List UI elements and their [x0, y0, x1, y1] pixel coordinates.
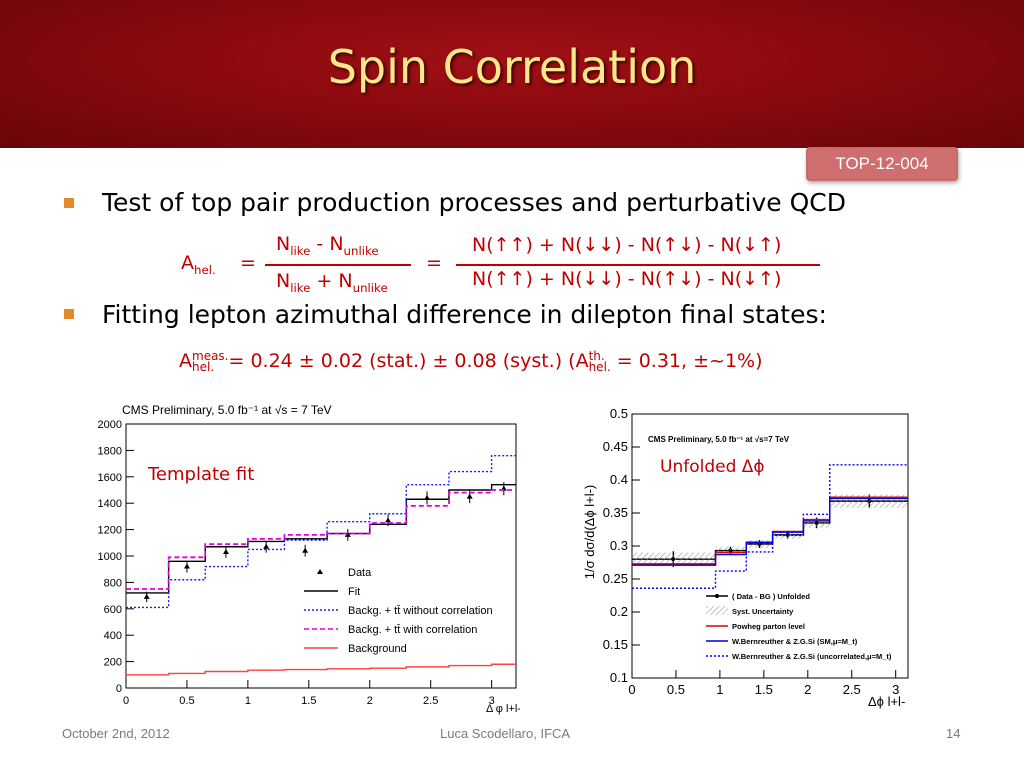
x-tick-label: 2.5	[843, 682, 861, 697]
formula-numerator-2: N(↑↑) + N(↓↓) - N(↑↓) - N(↓↑)	[472, 234, 782, 256]
legend-label: Backg. + tt̄ without correlation	[348, 605, 493, 617]
y-tick-label: 400	[104, 630, 122, 642]
y-tick-label: 0.35	[603, 505, 628, 520]
data-point	[385, 517, 392, 523]
bullet-2-text: Fitting lepton azimuthal difference in d…	[102, 300, 827, 329]
y-tick-label: 800	[104, 577, 122, 589]
y-tick-label: 1400	[98, 498, 122, 510]
legend-label: W.Bernreuther & Z.G.Si (SM,μ=M_t)	[732, 637, 858, 646]
x-tick-label: 1	[716, 682, 723, 697]
y-tick-label: 0.45	[603, 439, 628, 454]
x-tick-label: 3	[489, 695, 495, 707]
legend-marker	[715, 594, 719, 598]
chart-header: CMS Preliminary, 5.0 fb⁻¹ at √s = 7 TeV	[122, 403, 332, 417]
syst-uncertainty-band	[715, 546, 747, 555]
footer-page-number: 14	[946, 726, 961, 741]
y-tick-label: 1000	[98, 551, 122, 563]
y-tick-label: 0.2	[610, 604, 628, 619]
data-point	[344, 531, 351, 537]
bullet-marker	[64, 198, 74, 208]
formula-equals-2: =	[426, 252, 442, 274]
formula-denominator-1: Nlike + Nunlike	[276, 270, 388, 295]
x-tick-label: 1.5	[755, 682, 773, 697]
x-tick-label: 3	[892, 682, 899, 697]
formula-asymmetry: Ahel.	[181, 252, 216, 277]
y-tick-label: 1600	[98, 472, 122, 484]
x-tick-label: 2	[367, 695, 373, 707]
data-point	[466, 493, 473, 499]
legend-label: W.Bernreuther & Z.G.Si (uncorrelated,μ=M…	[732, 652, 892, 661]
x-tick-label: 0	[628, 682, 635, 697]
syst-uncertainty-band	[746, 540, 773, 548]
fraction-bar-1	[265, 264, 411, 266]
data-point	[263, 543, 270, 549]
y-tick-label: 0.25	[603, 571, 628, 586]
plot-frame	[125, 423, 517, 689]
series-2-line	[126, 454, 516, 609]
x-axis-label: Δ φ l+l-	[486, 703, 520, 715]
data-point	[183, 563, 190, 569]
chart-header: CMS Preliminary, 5.0 fb⁻¹ at √s=7 TeV	[648, 435, 790, 444]
legend-label: Fit	[348, 586, 360, 598]
title-banner	[0, 0, 1024, 148]
legend-label: Syst. Uncertainty	[732, 607, 794, 616]
y-tick-label: 0	[116, 683, 122, 695]
formula-numerator-1: Nlike - Nunlike	[276, 233, 379, 258]
y-tick-label: 2000	[98, 419, 122, 431]
legend-marker	[706, 606, 728, 615]
series-4-line	[126, 663, 516, 676]
x-tick-label: 0.5	[179, 695, 194, 707]
x-tick-label: 0.5	[667, 682, 685, 697]
y-tick-label: 1200	[98, 525, 122, 537]
data-point	[143, 593, 150, 599]
y-tick-label: 600	[104, 604, 122, 616]
series-4-line	[632, 464, 908, 589]
footer-author: Luca Scodellaro, IFCA	[440, 726, 571, 741]
y-tick-label: 0.3	[610, 538, 628, 553]
y-tick-label: 0.15	[603, 637, 628, 652]
formula-equals-1: =	[240, 252, 256, 274]
chart-annotation: Template fit	[147, 464, 254, 485]
bullet-marker	[64, 309, 74, 319]
series-3-line	[126, 489, 516, 590]
y-tick-label: 0.4	[610, 472, 628, 487]
legend-label: Background	[348, 643, 407, 655]
chart-annotation: Unfolded Δϕ	[660, 457, 765, 477]
y-tick-label: 200	[104, 657, 122, 669]
unfolded-chart: 0 0.5 1 1.5 2 2.5 3 0.1 0.15 0.2 0.25 0.3 0.35 0.4 0.4…	[582, 406, 909, 709]
y-tick-label: 0.5	[610, 406, 628, 421]
legend-label: Powheg parton level	[732, 622, 805, 631]
y-tick-label: 1800	[98, 445, 122, 457]
template-fit-chart: 0 0.5 1 1.5 2 2.5 3 0 200 400 600 800 1000 1200 1400 16…	[98, 403, 520, 715]
analysis-tag: TOP-12-004	[806, 147, 958, 181]
y-tick-label: 0.1	[610, 670, 628, 685]
syst-uncertainty-band	[632, 552, 716, 566]
x-tick-label: 1	[245, 695, 251, 707]
x-tick-label: 2.5	[423, 695, 438, 707]
bullet-1-text: Test of top pair production processes an…	[102, 188, 846, 217]
x-tick-label: 2	[804, 682, 811, 697]
legend-label: Data	[348, 567, 372, 579]
data-point	[302, 547, 309, 553]
x-axis-label: Δϕ l+l-	[868, 694, 905, 709]
x-tick-label: 0	[123, 695, 129, 707]
series-3-line	[632, 497, 908, 566]
formula-denominator-2: N(↑↑) + N(↓↓) - N(↑↓) - N(↓↑)	[472, 268, 782, 290]
legend-marker	[317, 569, 323, 574]
footer-date: October 2nd, 2012	[62, 726, 170, 741]
fraction-bar-2	[456, 264, 820, 266]
y-axis-label: 1/σ dσ/d(Δϕ l+l-)	[582, 485, 597, 580]
syst-uncertainty-band	[803, 518, 830, 528]
data-point	[222, 549, 229, 555]
slide-title: Spin Correlation	[327, 40, 697, 94]
legend-label: ( Data - BG ) Unfolded	[732, 592, 810, 601]
x-tick-label: 1.5	[301, 695, 316, 707]
legend-label: Backg. + tt̄ with correlation	[348, 624, 477, 636]
